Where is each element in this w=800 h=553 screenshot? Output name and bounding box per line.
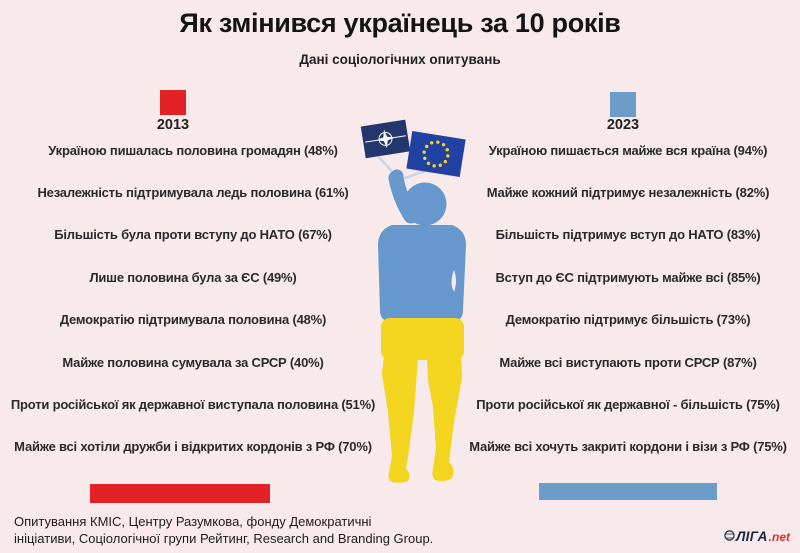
stat-2013-row: Лише половина була за ЄС (49%) xyxy=(89,269,297,285)
stat-2023-row: Проти російської як державної - більшіст… xyxy=(476,397,780,413)
legend-2023-label: 2023 xyxy=(606,117,640,133)
source-line-2: ініціативи, Соціологічної групи Рейтинг,… xyxy=(14,531,434,547)
legend-2023-swatch xyxy=(610,92,636,117)
stat-2023-row: Майже кожний підтримує незалежність (82%… xyxy=(486,185,770,201)
logo-text: ЛІГА xyxy=(736,529,768,544)
stat-2023-row: Майже всі хочуть закриті кордони і візи … xyxy=(469,439,787,455)
liga-globe-icon xyxy=(724,530,735,541)
page-title: Як змінився українець за 10 років xyxy=(179,8,621,38)
bar-2013 xyxy=(90,484,270,503)
source-line-1: Опитування КМІС, Центру Разумкова, фонду… xyxy=(14,514,372,529)
source-credits: Опитування КМІС, Центру Разумкова, фонду… xyxy=(14,513,444,547)
column-2013: Україною пишалась половина громадян (48%… xyxy=(3,129,383,469)
column-2023: Україною пишається майже вся країна (94%… xyxy=(438,129,800,469)
bar-2023 xyxy=(539,483,717,500)
stat-2013-row: Майже всі хотіли дружби і відкритих корд… xyxy=(14,439,372,455)
stat-2013-row: Демократію підтримувала половина (48%) xyxy=(59,312,327,328)
stat-2013-row: Незалежність підтримувала ледь половина … xyxy=(37,185,349,201)
person-with-flags-illustration xyxy=(360,119,466,483)
stat-2023-row: Демократію підтримує більшість (73%) xyxy=(505,312,751,328)
legend-2013-label: 2013 xyxy=(156,117,190,133)
stat-2013-row: Більшість була проти вступу до НАТО (67%… xyxy=(54,227,332,243)
liga-net-logo: ЛІГА .net xyxy=(724,529,790,544)
stat-2023-row: Україною пишається майже вся країна (94%… xyxy=(488,142,768,158)
person-silhouette xyxy=(378,169,466,483)
stat-2013-row: Проти російської як державної виступала … xyxy=(10,397,376,413)
stat-2023-row: Майже всі виступають проти СРСР (87%) xyxy=(499,354,757,370)
stat-2023-row: Більшість підтримує вступ до НАТО (83%) xyxy=(495,227,761,243)
nato-flag-icon xyxy=(360,119,411,159)
logo-suffix: .net xyxy=(768,530,790,544)
eu-flag-icon xyxy=(406,131,466,177)
legend-2013-swatch xyxy=(160,90,186,115)
stat-2023-row: Вступ до ЄС підтримують майже всі (85%) xyxy=(495,269,761,285)
stat-2013-row: Майже половина сумувала за СРСР (40%) xyxy=(62,354,324,370)
page-subtitle: Дані соціологічних опитувань xyxy=(299,52,501,67)
stat-2013-row: Україною пишалась половина громадян (48%… xyxy=(48,142,338,158)
